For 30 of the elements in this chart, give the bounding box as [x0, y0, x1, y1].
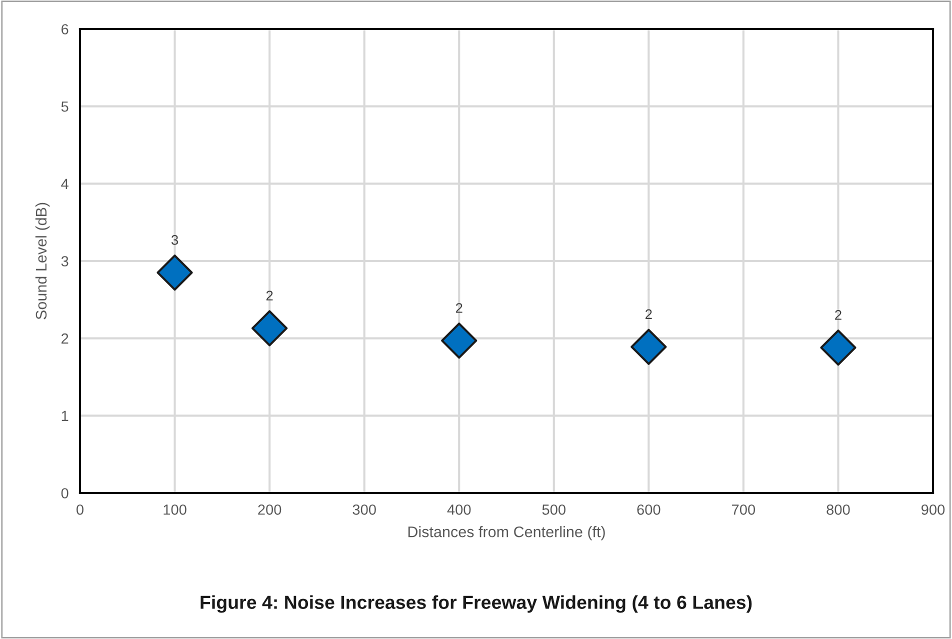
point — [630, 328, 667, 365]
point — [252, 310, 288, 346]
x-tick-label: 0 — [76, 504, 84, 515]
point — [820, 330, 856, 366]
text: Figure 4: Noise Increases for Freeway Widening (4 to 6 Lanes) — [200, 595, 752, 613]
y-tick-label: 2 — [62, 333, 68, 344]
y-tick-label: 1 — [62, 410, 68, 421]
x-tick-label: 100 — [164, 504, 186, 515]
x-tick-label: 500 — [542, 504, 566, 515]
y-tick-label: 0 — [61, 488, 68, 498]
data-label: 3 — [171, 235, 178, 245]
x-tick-label: 200 — [258, 504, 282, 515]
x-tick-label: 700 — [732, 504, 756, 515]
data-label: 2 — [835, 310, 842, 320]
x-tick-label: 900 — [922, 504, 945, 515]
data-label: 2 — [456, 303, 462, 313]
x-tick-label: 600 — [637, 504, 660, 515]
y-tick-label: 5 — [61, 102, 68, 112]
x-tick-label: 800 — [826, 504, 850, 515]
x-tick-label: 300 — [352, 504, 376, 515]
data-label: 2 — [266, 290, 273, 300]
data-label: 2 — [646, 309, 652, 319]
y-tick-label: 4 — [61, 178, 68, 189]
y-tick-label: 3 — [61, 256, 68, 266]
x-axis-title: Distances from Centerline (ft) — [408, 526, 605, 540]
y-axis-title: Sound Level (dB) — [35, 202, 50, 320]
y-tick-label: 6 — [62, 24, 68, 34]
point — [441, 322, 478, 359]
x-tick-label: 400 — [447, 504, 471, 515]
point — [156, 254, 193, 291]
